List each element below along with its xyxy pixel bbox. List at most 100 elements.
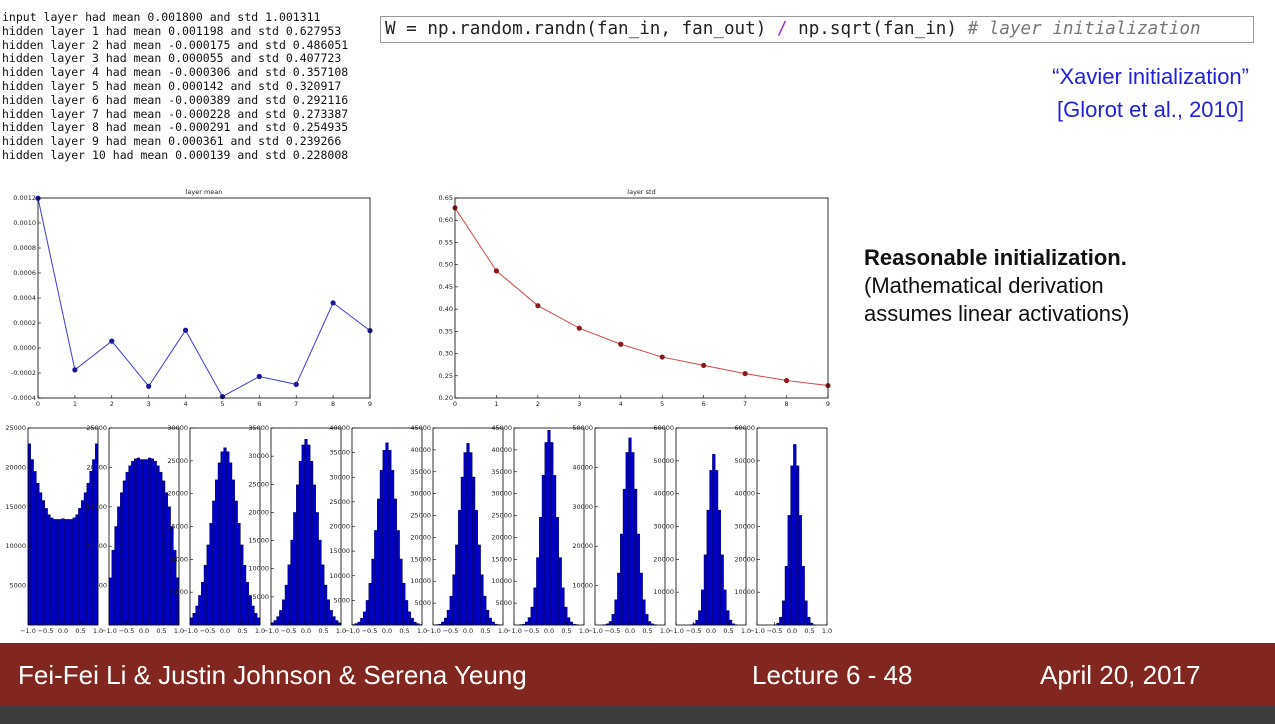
x-tick-label: −0.5	[119, 627, 135, 635]
note-heading: Reasonable initialization.	[864, 245, 1127, 270]
log-line: hidden layer 8 had mean -0.000291 and st…	[2, 120, 349, 135]
x-tick-label: 0.0	[463, 627, 473, 635]
bar	[639, 572, 643, 626]
x-tick-label: 0.5	[318, 627, 328, 635]
y-tick-label: -0.0002	[11, 369, 36, 377]
bar	[614, 599, 618, 626]
y-tick-label: 50000	[572, 424, 593, 432]
bar	[474, 510, 478, 626]
note: Reasonable initialization. (Mathematical …	[864, 244, 1129, 328]
x-tick-label: 0.5	[237, 627, 247, 635]
bar	[290, 539, 294, 626]
x-tick-label: 1.0	[498, 627, 508, 635]
bar	[69, 519, 73, 626]
bar	[790, 465, 794, 626]
x-tick-label: 0.5	[561, 627, 571, 635]
y-tick-label: 30000	[248, 452, 269, 460]
bar	[698, 610, 702, 626]
bar	[223, 447, 227, 626]
bar	[706, 509, 710, 626]
x-tick-label: 6	[702, 400, 706, 408]
bar	[541, 475, 545, 626]
y-tick-label: 20000	[572, 542, 593, 550]
bar	[720, 554, 724, 626]
bar	[636, 533, 640, 626]
citation: “Xavier initialization” [Glorot et al., 2…	[1052, 60, 1249, 126]
log-line: input layer had mean 0.001800 and std 1.…	[2, 10, 321, 24]
log-line: hidden layer 4 had mean -0.000306 and st…	[2, 65, 349, 80]
point	[535, 303, 541, 309]
bar	[801, 566, 805, 626]
bar	[195, 605, 199, 626]
y-tick-label: 15000	[86, 503, 107, 511]
y-tick-label: 30000	[410, 490, 431, 498]
code: np.sqrt(fan_in)	[798, 19, 957, 39]
y-tick-label: 10000	[734, 588, 755, 596]
bar	[128, 465, 132, 626]
y-tick-label: 35000	[329, 449, 350, 457]
bar	[463, 452, 467, 626]
bar	[119, 492, 124, 626]
bar	[553, 475, 557, 626]
x-tick-label: 1	[494, 400, 498, 408]
x-tick-label: −0.5	[686, 627, 702, 635]
bar	[393, 498, 397, 626]
y-tick-label: 45000	[410, 424, 431, 432]
y-tick-label: 40000	[653, 490, 674, 498]
x-tick-label: −1.0	[182, 627, 198, 635]
x-tick-label: 1.0	[660, 627, 670, 635]
bar	[491, 621, 495, 626]
x-tick-label: 0.5	[642, 627, 652, 635]
point	[576, 325, 582, 331]
x-tick-label: 4	[183, 400, 187, 408]
bar	[217, 462, 221, 626]
y-tick-label: 60000	[653, 424, 674, 432]
bar	[555, 517, 559, 626]
y-tick-label: 10000	[491, 577, 512, 585]
x-tick-label: 0.5	[804, 627, 814, 635]
y-tick-label: 0.65	[439, 194, 453, 202]
chart-title: layer std	[627, 188, 655, 196]
y-tick-label: 30000	[167, 424, 188, 432]
x-tick-label: 9	[826, 400, 830, 408]
y-tick-label: 25000	[410, 512, 431, 520]
bar	[78, 508, 82, 626]
y-tick-label: 15000	[491, 555, 512, 563]
y-tick-label: 0.35	[439, 327, 453, 335]
bar	[147, 457, 152, 626]
x-tick-label: 0.0	[382, 627, 392, 635]
y-tick-label: 30000	[734, 523, 755, 531]
bar	[444, 617, 448, 626]
x-tick-label: 0.0	[787, 627, 797, 635]
bar	[634, 488, 638, 626]
bar	[279, 610, 283, 626]
y-tick-label: 0.0004	[13, 294, 36, 302]
y-tick-label: 0.25	[439, 372, 453, 380]
y-tick-label: 15000	[248, 537, 269, 545]
log-line: hidden layer 5 had mean 0.000142 and std…	[2, 78, 342, 93]
x-tick-label: 1.0	[417, 627, 427, 635]
y-tick-label: -0.0004	[11, 394, 36, 402]
bar	[159, 471, 163, 626]
y-tick-label: 15000	[5, 503, 26, 511]
bar	[723, 589, 727, 626]
point	[182, 327, 189, 333]
footer-lecture: Lecture 6 - 48	[752, 660, 913, 690]
bar	[293, 512, 297, 626]
y-tick-label: 5000	[90, 582, 107, 590]
bar	[133, 458, 138, 626]
bar	[804, 600, 808, 626]
point	[293, 381, 299, 387]
y-tick-label: 35000	[491, 468, 512, 476]
bar	[793, 444, 797, 626]
point	[701, 362, 707, 368]
bar	[483, 595, 487, 626]
bar	[377, 498, 381, 626]
bar	[446, 609, 450, 626]
x-tick-label: 0.5	[480, 627, 490, 635]
bar	[36, 482, 40, 626]
bar	[61, 518, 65, 626]
bar	[198, 595, 202, 626]
bar	[58, 519, 62, 626]
bar	[304, 439, 308, 626]
